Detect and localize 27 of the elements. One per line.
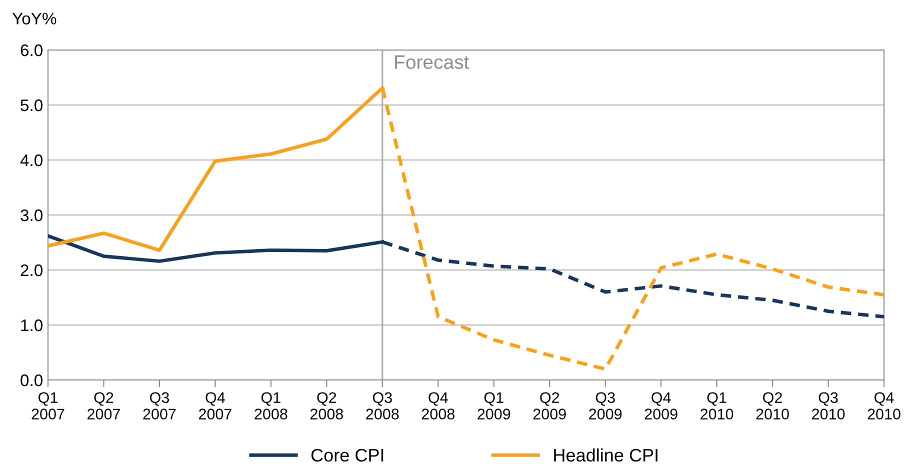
x-tick-label: Q2 2009 [533,392,566,420]
x-tick-label: Q3 2009 [589,392,622,420]
y-tick-label: 6.0 [20,44,42,56]
legend-label: Core CPI [311,448,384,462]
x-tick-label: Q1 2008 [254,392,288,420]
x-tick-label: Q1 2010 [700,392,734,420]
x-tick-label: Q4 2007 [198,392,232,420]
y-tick-label: 0.0 [20,374,42,386]
x-tick-label: Q4 2008 [422,392,454,420]
y-tick-label: 2.0 [20,264,42,276]
legend-label: Headline CPI [554,448,658,462]
x-tick-label: Q1 2007 [32,392,64,420]
y-tick-label: 1.0 [21,319,42,332]
x-tick-label: Q1 2009 [478,392,510,420]
y-axis-title: YoY% [12,12,56,24]
y-tick-label: 4.0 [20,154,42,166]
x-tick-label: Q2 2007 [88,392,120,420]
x-tick-label: Q2 2010 [756,392,789,420]
x-tick-label: Q4 2009 [644,392,678,420]
x-tick-label: Q3 2010 [812,392,845,420]
x-tick-label: Q2 2008 [310,392,343,420]
ref-line-label: Forecast [395,55,470,69]
y-tick-label: 3.0 [20,209,42,222]
x-tick-label: Q3 2008 [366,392,399,420]
x-tick-label: Q4 2010 [868,392,900,420]
y-tick-label: 5.0 [20,99,42,112]
x-tick-label: Q3 2007 [143,392,176,420]
